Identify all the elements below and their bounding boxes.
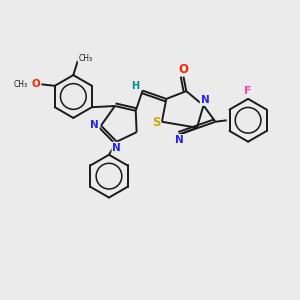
- Text: N: N: [175, 135, 184, 145]
- Text: N: N: [90, 120, 99, 130]
- Text: N: N: [201, 95, 209, 105]
- Text: CH₃: CH₃: [78, 54, 92, 63]
- Text: N: N: [112, 142, 121, 153]
- Text: H: H: [131, 81, 139, 91]
- Text: S: S: [152, 116, 160, 129]
- Text: O: O: [31, 79, 40, 89]
- Text: O: O: [178, 63, 188, 76]
- Text: CH₃: CH₃: [14, 80, 28, 89]
- Text: F: F: [244, 85, 252, 96]
